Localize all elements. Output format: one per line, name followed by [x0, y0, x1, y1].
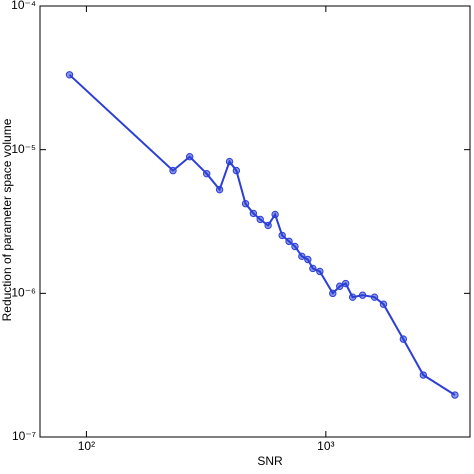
data-point	[215, 185, 224, 194]
data-point	[232, 166, 241, 175]
data-point	[169, 166, 177, 175]
series-line	[68, 74, 456, 396]
data-point	[336, 282, 344, 290]
data-point	[451, 391, 459, 399]
plot-frame	[39, 5, 471, 438]
y-axis-label: Reduction of parameter space volume	[0, 118, 14, 321]
x-tick-label: 10²	[78, 439, 95, 453]
data-point	[203, 170, 211, 178]
data-point	[256, 215, 264, 224]
data-point	[185, 153, 194, 161]
data-point	[225, 157, 234, 166]
data-point	[249, 209, 258, 218]
data-point	[399, 335, 408, 343]
data-point	[285, 237, 293, 246]
data-point	[304, 255, 312, 264]
data-point	[271, 210, 279, 219]
data-point	[291, 242, 299, 251]
data-point	[278, 231, 286, 240]
data-point	[241, 199, 250, 208]
y-tick-label: 10⁻⁴	[11, 0, 36, 12]
data-point	[419, 371, 428, 379]
data-point	[341, 279, 350, 288]
data-point	[298, 252, 306, 261]
data-point	[264, 221, 272, 230]
data-point	[329, 289, 337, 298]
data-point	[348, 293, 357, 301]
data-point	[358, 291, 367, 299]
y-tick-label: 10⁻⁷	[12, 429, 36, 443]
data-point	[65, 71, 74, 79]
data-point	[316, 267, 324, 276]
data-point	[379, 300, 388, 308]
y-tick-label: 10⁻⁶	[11, 286, 36, 300]
data-point	[309, 264, 317, 273]
x-tick-label: 10³	[317, 439, 334, 453]
x-axis-label: SNR	[257, 454, 283, 468]
y-tick-label: 10⁻⁵	[11, 142, 36, 156]
data-point	[370, 293, 379, 301]
